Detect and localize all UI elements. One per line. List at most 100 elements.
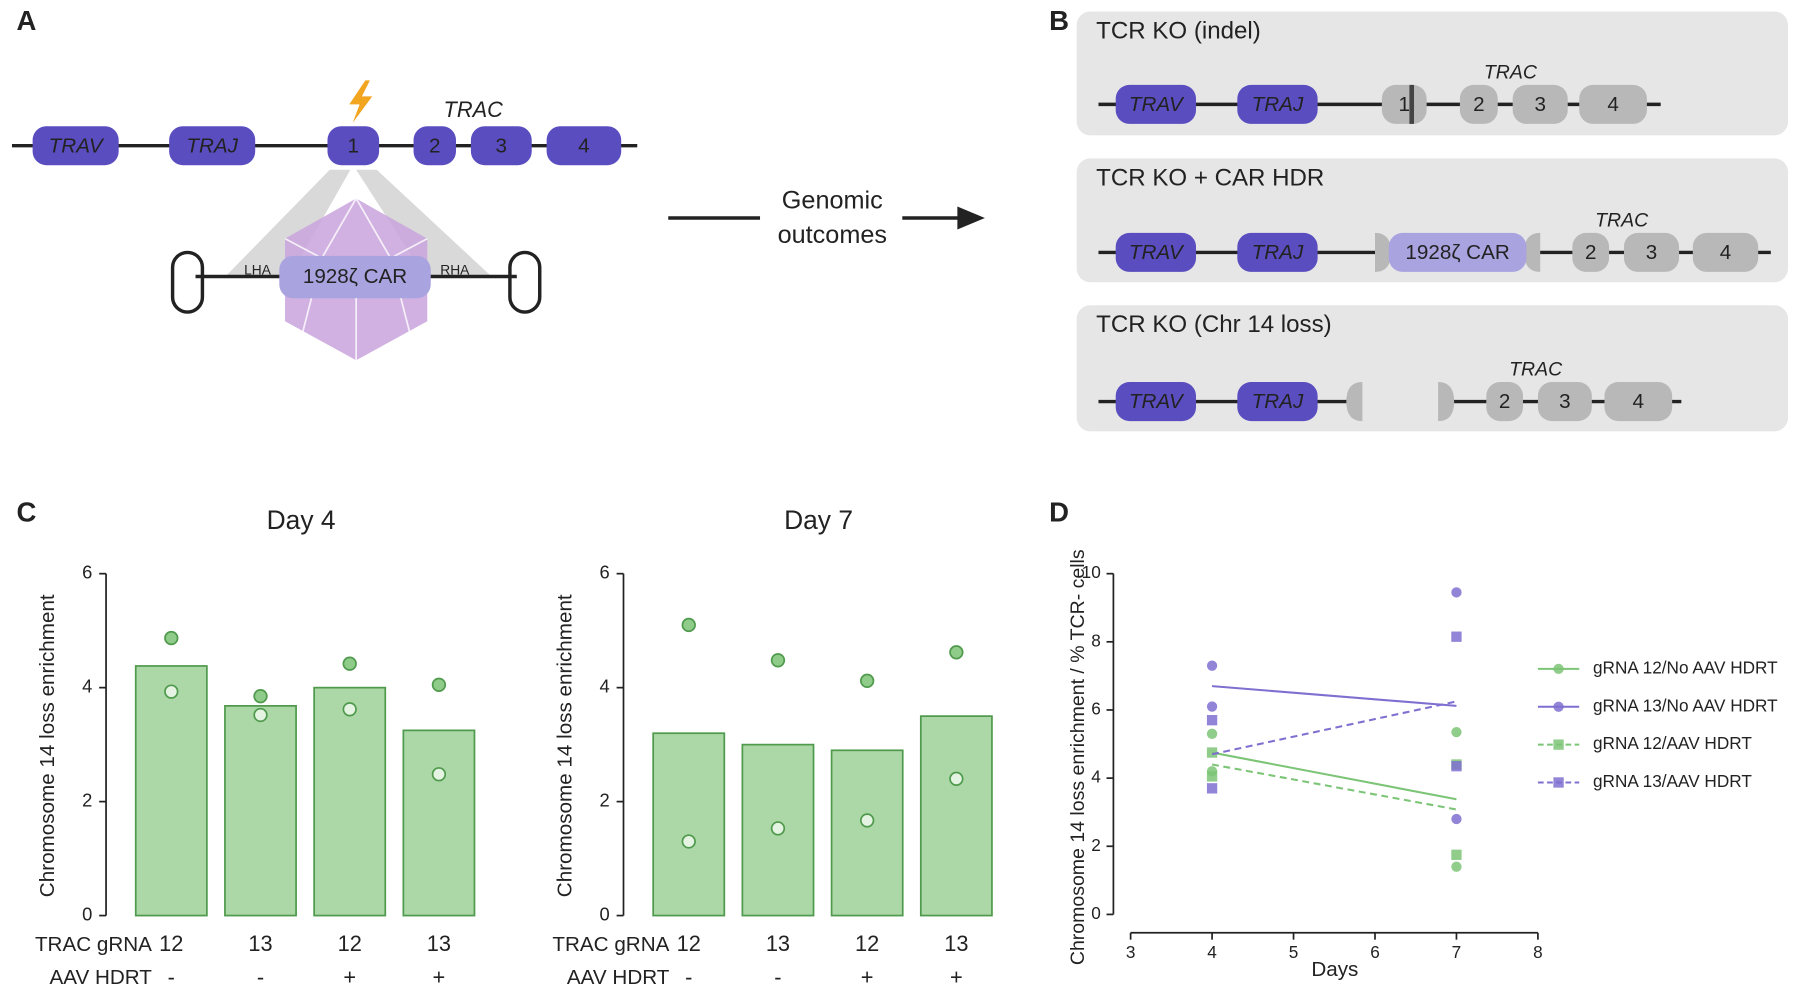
bar — [313, 686, 387, 917]
legend-marker — [1553, 739, 1564, 750]
data-point — [164, 630, 179, 646]
data-point — [342, 656, 357, 671]
gene-box — [327, 126, 380, 166]
y-tick-label: 2 — [82, 789, 92, 810]
cut-end — [1346, 382, 1363, 422]
fit-line — [1211, 685, 1457, 707]
x-tick-label: 13 — [944, 931, 968, 956]
chart-title: Day 7 — [784, 505, 853, 535]
gene-label: 4 — [1633, 390, 1644, 413]
chart-title: Day 4 — [267, 505, 336, 535]
data-point — [859, 673, 875, 688]
legend-marker — [1553, 663, 1564, 675]
gene-box — [1512, 84, 1568, 124]
gene-label: TRAV — [1129, 93, 1185, 116]
x-tick-label-2: + — [950, 964, 963, 989]
x-tick-label: 12 — [855, 931, 879, 956]
y-tick-label: 0 — [1091, 903, 1101, 923]
gene-label: 3 — [1646, 241, 1657, 264]
data-point — [431, 677, 447, 692]
data-point — [681, 834, 696, 849]
y-tick-label: 4 — [1091, 767, 1101, 787]
lha-label: LHA — [244, 262, 272, 277]
y-tick-label: 0 — [82, 903, 92, 924]
data-point — [1206, 783, 1218, 794]
gene-label: 2 — [1585, 241, 1596, 264]
data-point — [1206, 715, 1218, 726]
fit-line — [1211, 751, 1457, 801]
gene-box — [413, 126, 456, 166]
legend-marker — [1553, 777, 1564, 788]
x-tick-label: 12 — [159, 931, 183, 956]
gene-label: TRAJ — [1252, 241, 1304, 264]
gene-label: TRAV — [1129, 390, 1185, 413]
data-point — [949, 771, 964, 786]
panel-label: D — [1049, 496, 1069, 527]
data-point — [770, 821, 786, 836]
gene-box — [1537, 382, 1592, 422]
gene-label: 3 — [496, 134, 507, 157]
cut-end — [1374, 232, 1392, 272]
x-tick-label: 8 — [1533, 942, 1543, 962]
arrow-label: outcomes — [778, 221, 887, 249]
cut-end — [1524, 232, 1541, 272]
gene-label: 2 — [429, 134, 440, 157]
x-row-label: TRAC gRNA — [552, 933, 669, 956]
data-point — [1451, 813, 1462, 825]
homology-fan — [356, 169, 492, 277]
itr-loop — [170, 250, 205, 314]
data-point — [1451, 631, 1462, 642]
x-tick-label-2: - — [774, 964, 781, 989]
legend-label: gRNA 13/No AAV HDRT — [1593, 695, 1778, 715]
gene-label: TRAV — [1129, 241, 1185, 264]
fit-line — [1211, 700, 1457, 756]
outcome-title: TCR KO (indel) — [1096, 17, 1261, 44]
bar — [134, 665, 208, 917]
bar — [830, 749, 904, 917]
x-tick-label: 12 — [338, 931, 362, 956]
x-tick-label: 4 — [1207, 942, 1217, 962]
gene-label: 4 — [578, 134, 589, 157]
gene-box — [1459, 84, 1498, 124]
bar — [224, 705, 297, 917]
data-point — [859, 813, 875, 828]
y-tick-label: 4 — [82, 675, 92, 696]
gene-label: TRAJ — [186, 134, 238, 157]
x-tick-label: 13 — [766, 931, 790, 956]
y-axis-label: Chromosome 14 loss enrichment — [554, 594, 577, 897]
legend-label: gRNA 12/AAV HDRT — [1593, 733, 1752, 753]
gene-box — [1115, 232, 1197, 272]
data-point — [681, 617, 696, 633]
rha-label: RHA — [440, 262, 470, 277]
homology-fan — [225, 169, 351, 277]
gene-label: 3 — [1534, 93, 1545, 116]
x-row-label-2: AAV HDRT — [49, 966, 152, 989]
locus-label: TRAC — [444, 97, 504, 122]
y-tick-label: 6 — [600, 562, 610, 583]
gene-box — [1486, 382, 1524, 422]
legend-label: gRNA 12/No AAV HDRT — [1593, 657, 1778, 677]
cut-end — [1438, 382, 1455, 422]
gene-box — [470, 126, 532, 166]
gene-box — [1381, 84, 1427, 124]
data-point — [1451, 849, 1462, 860]
car-box — [279, 255, 431, 299]
panel-label: A — [17, 5, 37, 36]
x-tick-label-2: - — [257, 964, 264, 989]
x-tick-label-2: - — [168, 964, 175, 989]
x-tick-label-2: + — [861, 964, 874, 989]
gene-box — [1572, 232, 1610, 272]
x-tick-label-2: + — [433, 964, 446, 989]
bar — [652, 732, 726, 917]
x-tick-label-2: - — [685, 964, 692, 989]
y-axis-label: Chromosome 14 loss enrichment / % TCR- c… — [1067, 549, 1089, 965]
gene-label: 3 — [1559, 390, 1570, 413]
car-label: 1928ζ CAR — [303, 265, 407, 288]
x-tick-label: 6 — [1370, 942, 1380, 962]
data-point — [164, 684, 179, 699]
y-tick-label: 10 — [1082, 562, 1101, 582]
gene-label: 4 — [1607, 93, 1618, 116]
y-axis-label: Chromosome 14 loss enrichment — [36, 594, 59, 897]
data-point — [949, 645, 964, 660]
gene-box — [1604, 382, 1673, 422]
